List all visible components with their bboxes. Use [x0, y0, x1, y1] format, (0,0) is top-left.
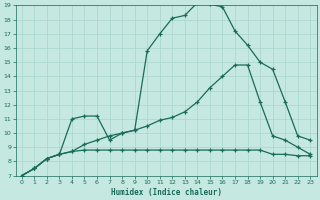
X-axis label: Humidex (Indice chaleur): Humidex (Indice chaleur): [110, 188, 221, 197]
